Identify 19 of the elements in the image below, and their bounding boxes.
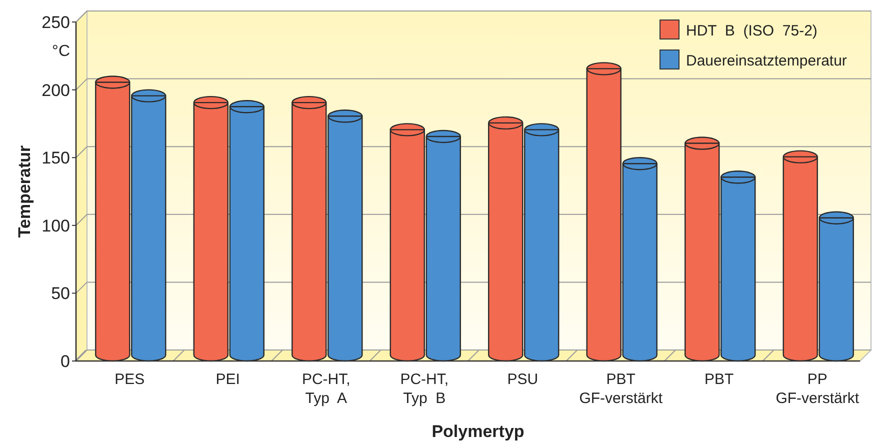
text: °C <box>52 43 70 60</box>
x-tick-label: PBT GF-verstärkt <box>579 371 664 407</box>
y-tick-label: 0 <box>60 352 70 371</box>
x-tick-label: PC-HT, Typ A <box>302 371 350 407</box>
y-tick-label: 50 <box>51 284 70 304</box>
x-tick-label: PSU <box>507 371 538 388</box>
x-tick-label: PP GF-verstärkt <box>776 371 860 407</box>
y-tick-label: 100 <box>42 216 70 236</box>
y-tick-label: 250 <box>42 12 70 32</box>
y-tick-label: 200 <box>42 80 70 100</box>
x-tick-label: PES <box>114 371 145 388</box>
legend-label: Dauereinsatztemperatur <box>686 52 847 70</box>
x-tick-label: PEI <box>216 371 240 388</box>
x-tick-label: PC-HT, Typ B <box>400 371 449 407</box>
legend-label: HDT B (ISO 75-2) <box>686 22 818 40</box>
y-tick-label: 150 <box>42 148 70 168</box>
x-axis-title: Polymertyp <box>432 422 524 441</box>
y-axis-title: Temperatur <box>15 144 34 238</box>
x-tick-label: PBT <box>704 371 734 388</box>
